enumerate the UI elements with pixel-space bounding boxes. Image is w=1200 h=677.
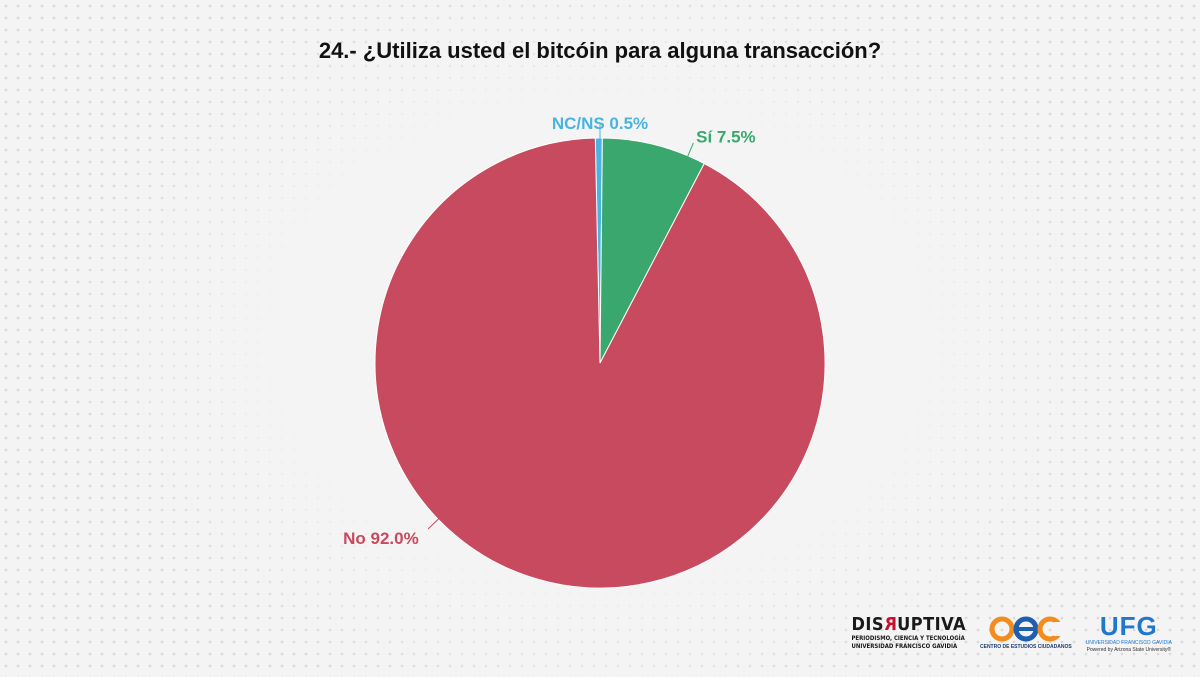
chart-title: 24.- ¿Utiliza usted el bitcóin para algu…	[318, 38, 882, 63]
cec-logo: CENTRO DE ESTUDIOS CIUDADANOS	[980, 616, 1072, 650]
disruptiva-tagline: PERIODISMO, CIENCIA Y TECNOLOGÍA	[851, 635, 965, 642]
pie-slice-s-	[599, 137, 705, 364]
data-label-s-: Sí 7.5%	[696, 128, 756, 147]
disruptiva-logo-r: R	[884, 614, 898, 635]
leader-line-1	[686, 142, 694, 158]
cec-caption: CENTRO DE ESTUDIOS CIUDADANOS	[980, 644, 1072, 650]
leader-line-2	[427, 517, 440, 530]
footer-logos: DISRUPTIVA PERIODISMO, CIENCIA Y TECNOLO…	[851, 613, 1172, 653]
cec-logo-mark	[989, 616, 1064, 642]
disruptiva-logo: DISRUPTIVA PERIODISMO, CIENCIA Y TECNOLO…	[851, 614, 966, 650]
data-label-no: No 92.0%	[343, 529, 419, 548]
disruptiva-logo-pre: DIS	[851, 614, 885, 635]
disruptiva-university: UNIVERSIDAD FRANCISCO GAVIDIA	[851, 643, 958, 650]
ufg-name: UFG	[1099, 611, 1158, 641]
data-label-nc-ns: NC/NS 0.5%	[552, 114, 648, 133]
ufg-university: UNIVERSIDAD FRANCISCO GAVIDIA	[1085, 640, 1172, 646]
ufg-powered: Powered by Arizona State University®	[1086, 647, 1172, 653]
disruptiva-logo-post: UPTIVA	[897, 614, 966, 635]
pie-slice-no	[374, 137, 826, 589]
ufg-logo: UFG UNIVERSIDAD FRANCISCO GAVIDIA Powere…	[1086, 613, 1172, 653]
